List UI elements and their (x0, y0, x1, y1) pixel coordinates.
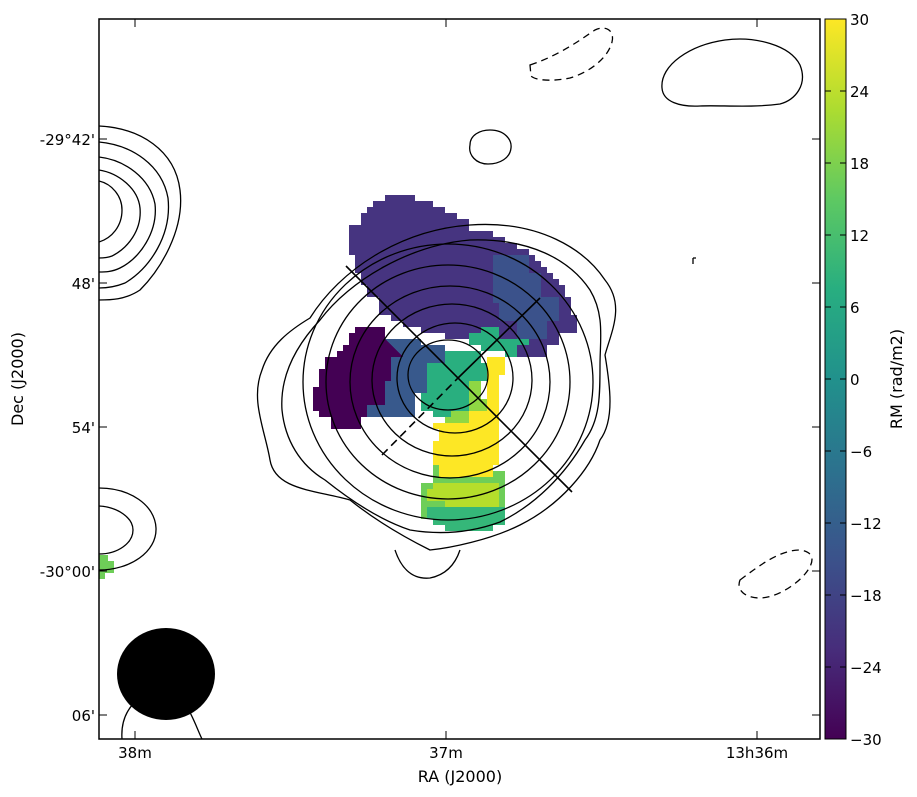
contour-6 (371, 303, 533, 457)
dashed-contour-top (529, 27, 614, 81)
negative-contours (529, 27, 813, 599)
colorbar-tick-labels: 30 24 18 12 6 0 −6 −12 −18 −24 −30 (850, 11, 882, 749)
y-axis-title: Dec (J2000) (8, 332, 27, 426)
contour-outer (256, 223, 617, 551)
colorbar-tick-label: 30 (850, 11, 869, 29)
contour-left-source-1 (99, 125, 182, 301)
colorbar-tick-label: −6 (850, 443, 872, 461)
y-tick-label: -30°00' (40, 563, 95, 581)
contour-south-lobe (394, 549, 461, 579)
beam-ellipse (117, 628, 215, 720)
x-axis-title: RA (J2000) (418, 767, 502, 786)
colorbar-tick-label: 18 (850, 155, 869, 173)
rm-region-core (421, 327, 529, 417)
profile-line-ne (457, 297, 541, 379)
contour-7 (396, 322, 514, 434)
colorbar-tick-label: −18 (850, 587, 882, 605)
x-tick-label: 38m (118, 744, 152, 762)
y-tick-label: 48' (72, 275, 95, 293)
contour-left-lower-1 (99, 487, 157, 571)
colorbar-tick-label: −12 (850, 515, 882, 533)
plot-area (99, 19, 820, 739)
colorbar-tick-label: 12 (850, 227, 869, 245)
colorbar-tick-label: −24 (850, 659, 882, 677)
contour-left-lower-2 (99, 505, 134, 555)
contour-left-source-2 (99, 141, 170, 289)
y-tick-labels: -29°42' 48' 54' -30°00' 06' (40, 131, 95, 725)
colorbar-tick-label: 24 (850, 83, 869, 101)
y-tick-label: 54' (72, 419, 95, 437)
rm-region-ne-patch (493, 255, 559, 339)
profile-lines (345, 265, 573, 493)
contour-4 (325, 264, 571, 500)
contour-8 (407, 339, 489, 411)
contour-5 (349, 285, 551, 479)
dashed-contour-right (738, 549, 813, 599)
x-tick-label: 37m (429, 744, 463, 762)
contour-top-right (661, 38, 804, 107)
colorbar-ticks (825, 18, 846, 740)
rm-region-south-extension (433, 357, 505, 477)
colorbar-tick-label: −30 (850, 731, 882, 749)
contour-2 (281, 239, 602, 534)
x-tick-label: 13h36m (726, 744, 788, 762)
intensity-contours (99, 38, 804, 739)
rm-region-west-compact-source (99, 555, 114, 579)
rm-region-southern-knot-core (427, 483, 499, 507)
contour-3 (302, 243, 594, 521)
profile-line-solid (345, 265, 573, 493)
y-tick-label: -29°42' (40, 131, 95, 149)
rm-region-core-edge (445, 381, 487, 423)
rm-region-west-lobe (313, 327, 403, 429)
contour-left-source-4 (99, 169, 141, 259)
colorbar-tick-label: 6 (850, 299, 860, 317)
contour-small-top (469, 129, 512, 165)
colorbar: 30 24 18 12 6 0 −6 −12 −18 −24 −30 RM (r… (824, 11, 906, 749)
colorbar-tick-label: 0 (850, 371, 860, 389)
x-tick-labels: 38m 37m 13h36m (118, 744, 788, 762)
axis-ticks (99, 19, 820, 739)
contour-left-source-3 (99, 156, 156, 273)
colorbar-title: RM (rad/m2) (887, 329, 906, 429)
profile-line-dashed (381, 377, 459, 456)
contour-tiny (692, 257, 696, 264)
y-tick-label: 06' (72, 707, 95, 725)
rm-region-inner-west (367, 339, 445, 417)
contour-left-source-5 (99, 180, 123, 243)
plot-frame (98, 18, 821, 740)
